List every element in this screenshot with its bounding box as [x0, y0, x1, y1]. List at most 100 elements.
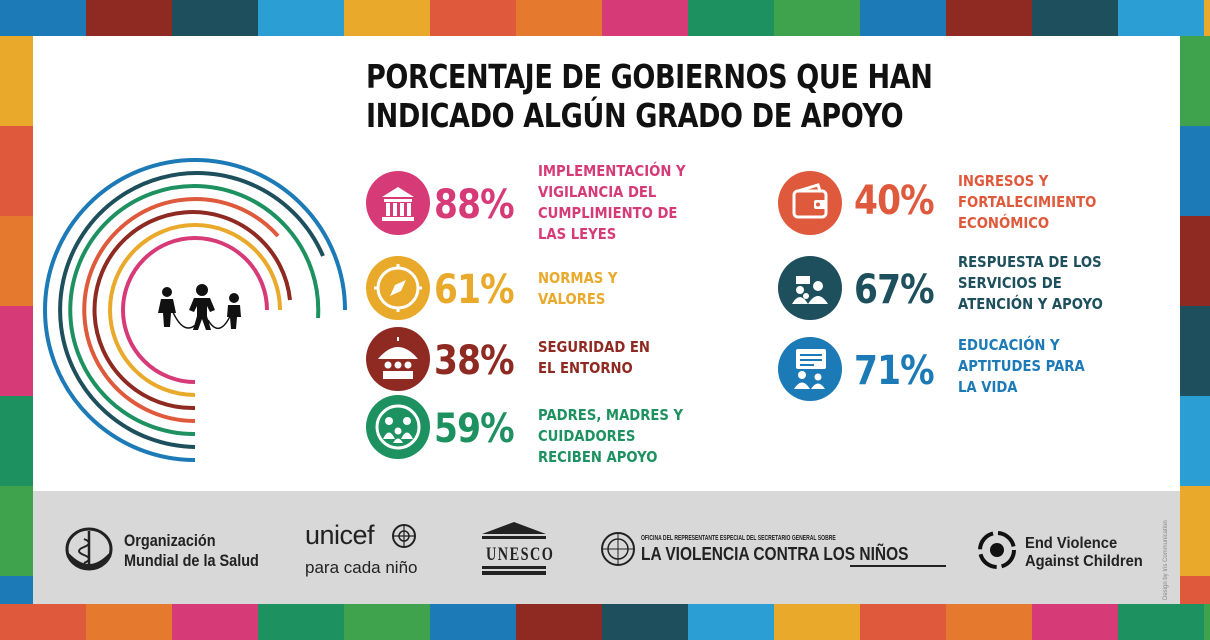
label-line: ECONÓMICO — [958, 214, 1050, 232]
stat-percent: 61% — [434, 267, 515, 313]
arc-orange — [82, 197, 280, 423]
frame-tile — [774, 0, 860, 36]
compass-icon — [366, 256, 430, 320]
support-service-icon — [778, 256, 842, 320]
evac-line-1: End Violence — [1025, 535, 1118, 552]
frame-tile — [602, 0, 688, 36]
arc-yellow — [108, 223, 282, 397]
frame-tile — [1032, 604, 1118, 640]
stat-label: IMPLEMENTACIÓN Y VIGILANCIA DEL CUMPLIMI… — [538, 161, 686, 245]
frame-tile — [0, 396, 33, 486]
who-emblem-icon — [65, 527, 113, 571]
arc-blue — [43, 158, 347, 462]
who-text: Organización Mundial de la Salud — [124, 531, 259, 571]
frame-tile — [1204, 0, 1210, 36]
frame-tile — [1032, 0, 1118, 36]
label-line: LAS LEYES — [538, 225, 617, 243]
stat-label: RESPUESTA DE LOS SERVICIOS DE ATENCIÓN Y… — [958, 252, 1103, 315]
stat-percent: 40% — [854, 178, 935, 224]
page-title: PORCENTAJE DE GOBIERNOS QUE HAN INDICADO… — [366, 57, 933, 135]
unicef-wordmark: unicef — [305, 520, 375, 550]
evac-line-2: Against Children — [1025, 553, 1143, 570]
stat-percent: 71% — [854, 348, 935, 394]
underline-decoration — [850, 565, 946, 567]
frame-tile — [688, 0, 774, 36]
frame-tile — [1180, 306, 1210, 396]
logo-footer — [33, 491, 1180, 604]
frame-tile — [86, 0, 172, 36]
label-line: LA VIDA — [958, 378, 1018, 396]
label-line: ATENCIÓN Y APOYO — [958, 295, 1103, 313]
stat-label: NORMAS Y VALORES — [538, 268, 617, 310]
label-line: NORMAS Y — [538, 269, 618, 287]
stat-label: PADRES, MADRES Y CUIDADORES RECIBEN APOY… — [538, 405, 683, 468]
umbrella-icon — [366, 327, 430, 391]
frame-tile — [0, 576, 33, 604]
courthouse-icon — [366, 171, 430, 235]
frame-tile — [258, 604, 344, 640]
title-line-1: PORCENTAJE DE GOBIERNOS QUE HAN — [366, 57, 933, 96]
frame-tile — [516, 604, 602, 640]
evac-text: End Violence Against Children — [1025, 535, 1143, 571]
frame-tile — [1180, 126, 1210, 216]
frame-tile — [688, 604, 774, 640]
frame-tile — [430, 0, 516, 36]
label-line: RECIBEN APOYO — [538, 448, 658, 466]
stat-percent: 88% — [434, 182, 515, 228]
frame-tile — [774, 604, 860, 640]
arc-darkred — [92, 210, 292, 411]
frame-tile — [86, 604, 172, 640]
education-icon — [778, 337, 842, 401]
family-icon — [366, 395, 430, 459]
stat-percent: 59% — [434, 406, 515, 452]
frame-tile — [0, 126, 33, 216]
frame-tile — [0, 216, 33, 306]
label-line: INGRESOS Y — [958, 172, 1049, 190]
label-line: PADRES, MADRES Y — [538, 406, 684, 424]
label-line: SERVICIOS DE — [958, 274, 1062, 292]
children-skipping-icon — [158, 284, 241, 330]
frame-tile — [1204, 604, 1210, 640]
stat-label: INGRESOS Y FORTALECIMIENTO ECONÓMICO — [958, 171, 1096, 234]
srsg-main-text: LA VIOLENCIA CONTRA LOS NIÑOS — [641, 544, 909, 564]
frame-tile — [1180, 36, 1210, 126]
unesco-logo: UNESCO — [478, 520, 553, 582]
who-line-2: Mundial de la Salud — [124, 551, 259, 570]
label-line: EL ENTORNO — [538, 359, 633, 377]
un-emblem-icon — [601, 532, 635, 566]
frame-tile — [860, 604, 946, 640]
stat-percent: 67% — [854, 267, 935, 313]
frame-tile — [1180, 216, 1210, 306]
srsg-small-text: OFICINA DEL REPRESENTANTE ESPECIAL DEL S… — [641, 535, 836, 542]
unicef-globe-icon — [392, 524, 416, 548]
label-line: EDUCACIÓN Y — [958, 336, 1060, 354]
label-line: VIGILANCIA DEL — [538, 183, 657, 201]
label-line: RESPUESTA DE LOS — [958, 253, 1102, 271]
evac-circle-icon — [978, 531, 1016, 569]
frame-tile — [0, 604, 86, 640]
frame-tile — [946, 0, 1032, 36]
arc-green — [68, 184, 321, 437]
unicef-tagline: para cada niño — [305, 558, 418, 577]
label-line: CUIDADORES — [538, 427, 636, 445]
frame-tile — [1180, 396, 1210, 486]
frame-tile — [1118, 0, 1204, 36]
arc-teal — [58, 171, 325, 449]
unesco-wordmark: UNESCO — [486, 544, 555, 565]
frame-tile — [860, 0, 946, 36]
frame-tile — [1180, 486, 1210, 576]
arc-magenta — [121, 236, 269, 384]
unesco-temple-icon — [482, 522, 546, 575]
frame-tile — [1180, 576, 1210, 604]
design-credit: Design by Iris Communication — [1163, 520, 1169, 600]
stat-label: EDUCACIÓN Y APTITUDES PARA LA VIDA — [958, 335, 1085, 398]
frame-tile — [602, 604, 688, 640]
frame-tile — [0, 306, 33, 396]
frame-tile — [430, 604, 516, 640]
title-line-2: INDICADO ALGÚN GRADO DE APOYO — [366, 96, 904, 135]
frame-tile — [516, 0, 602, 36]
frame-tile — [0, 0, 86, 36]
frame-tile — [946, 604, 1032, 640]
frame-tile — [172, 604, 258, 640]
